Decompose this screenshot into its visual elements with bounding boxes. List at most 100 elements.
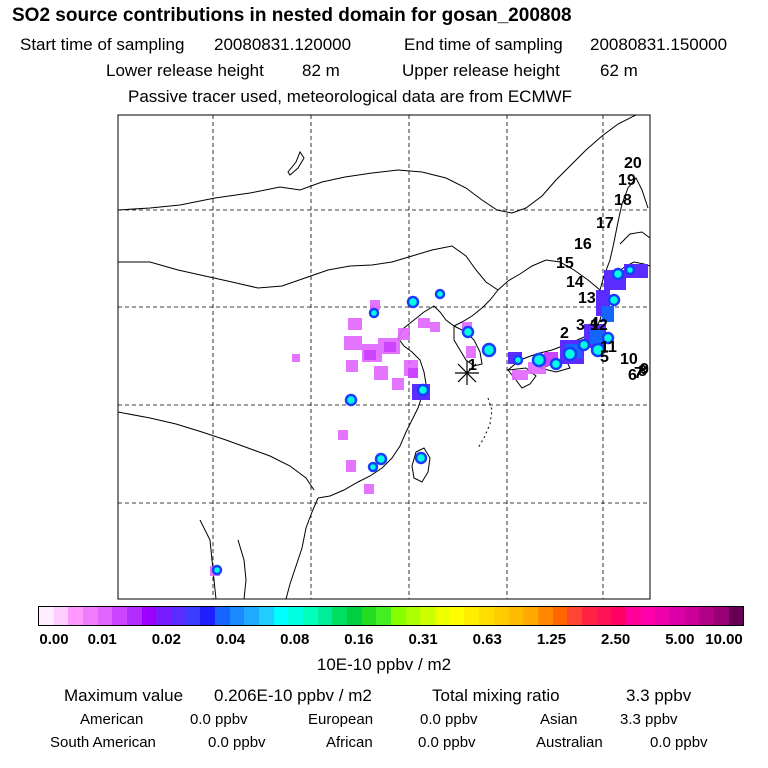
source-blob — [398, 328, 410, 340]
total-mixing-value: 3.3 ppbv — [626, 686, 692, 705]
russia-coast — [599, 177, 649, 291]
lower-height-value: 82 m — [302, 61, 340, 80]
region-name: South American — [50, 734, 156, 751]
source-blob — [364, 350, 376, 360]
trajectory-label: 10 — [620, 351, 638, 368]
source-blob — [344, 336, 362, 350]
color-swatch — [127, 607, 142, 625]
indochina-coast-east — [285, 497, 319, 600]
coastlines — [117, 114, 651, 600]
source-hotspot — [549, 357, 563, 371]
ryukyu-islands — [477, 397, 493, 449]
trajectory-label: 14 — [566, 274, 584, 291]
source-blob — [392, 378, 404, 390]
color-scale-tick: 0.31 — [408, 631, 438, 648]
color-scale-tick: 0.63 — [472, 631, 502, 648]
end-time-label: End time of sampling — [404, 35, 563, 54]
laos-border — [237, 539, 247, 600]
color-swatch — [449, 607, 465, 625]
color-swatch — [684, 607, 700, 625]
color-swatch — [303, 607, 318, 625]
source-blob — [512, 370, 528, 380]
color-swatch — [215, 607, 230, 625]
source-hotspot — [211, 564, 223, 576]
trajectory-label: 3 — [576, 317, 585, 334]
source-hotspot — [601, 331, 615, 345]
color-swatch — [713, 607, 729, 625]
color-swatch — [68, 607, 84, 625]
region-name: African — [326, 734, 373, 751]
japan-hokkaido — [619, 231, 651, 245]
source-blob — [430, 322, 440, 332]
color-scale-tick: 0.08 — [280, 631, 310, 648]
color-swatch — [479, 607, 494, 625]
source-blob — [590, 330, 604, 344]
trajectory-label: 11 — [600, 339, 617, 356]
upper-height-label: Upper release height — [402, 61, 560, 80]
source-blob — [364, 484, 374, 494]
source-blob — [408, 368, 418, 378]
trajectory-label: 1 — [468, 357, 477, 374]
source-hotspot — [577, 338, 591, 352]
region-value: 0.0 ppbv — [208, 734, 266, 751]
region-value: 0.0 ppbv — [190, 711, 248, 728]
color-swatch — [273, 607, 289, 625]
source-hotspot — [624, 264, 636, 276]
source-hotspot — [611, 267, 625, 281]
color-swatch — [391, 607, 406, 625]
color-scale-bar — [38, 606, 744, 626]
color-swatch — [464, 607, 480, 625]
color-scale-tick: 10.00 — [705, 631, 743, 648]
southwest-border — [117, 411, 315, 491]
trajectory-label: 15 — [556, 255, 574, 272]
start-time-value: 20080831.120000 — [214, 35, 352, 54]
color-swatch — [552, 607, 568, 625]
trajectory-label: 9 — [640, 361, 649, 378]
color-scale-tick: 5.00 — [665, 631, 695, 648]
source-blob — [466, 346, 476, 358]
color-swatch — [361, 607, 377, 625]
source-hotspot — [481, 342, 497, 358]
color-swatch — [435, 607, 450, 625]
color-swatch — [581, 607, 597, 625]
lower-height-label: Lower release height — [106, 61, 264, 80]
source-hotspot — [406, 295, 420, 309]
region-name: Australian — [536, 734, 603, 751]
color-swatch — [625, 607, 641, 625]
color-swatch — [171, 607, 186, 625]
color-swatch — [567, 607, 582, 625]
color-scale-tick: 0.16 — [344, 631, 374, 648]
color-swatch — [699, 607, 714, 625]
trajectory-label: 18 — [614, 192, 632, 209]
trajectory-label: 20 — [624, 155, 642, 172]
color-scale-tick: 0.00 — [39, 631, 69, 648]
region-value: 0.0 ppbv — [420, 711, 478, 728]
color-scale-tick: 1.25 — [536, 631, 567, 648]
source-blob — [370, 300, 380, 310]
color-swatch — [141, 607, 157, 625]
color-swatch — [244, 607, 260, 625]
source-hotspot — [590, 342, 606, 358]
region-value: 0.0 ppbv — [418, 734, 476, 751]
trajectory-label: 17 — [596, 215, 614, 232]
color-scale-tick: 0.04 — [215, 631, 246, 648]
source-hotspot — [344, 393, 358, 407]
region-value: 3.3 ppbv — [620, 711, 678, 728]
color-swatch — [112, 607, 128, 625]
max-value-label: Maximum value — [64, 686, 184, 705]
trajectory-label: 12 — [590, 317, 608, 334]
region-name: European — [308, 711, 374, 728]
source-blob — [292, 354, 300, 362]
amur-border — [497, 259, 601, 291]
source-blob — [384, 342, 396, 352]
trajectory-label: 19 — [618, 172, 636, 189]
source-hotspot — [374, 452, 388, 466]
color-swatch — [332, 607, 348, 625]
mongolia-russia-border — [117, 114, 637, 214]
source-blob — [338, 430, 348, 440]
trajectory-label: 6 — [628, 367, 637, 384]
color-swatch — [596, 607, 612, 625]
indochina-border — [199, 519, 217, 600]
end-time-value: 20080831.150000 — [590, 35, 728, 54]
